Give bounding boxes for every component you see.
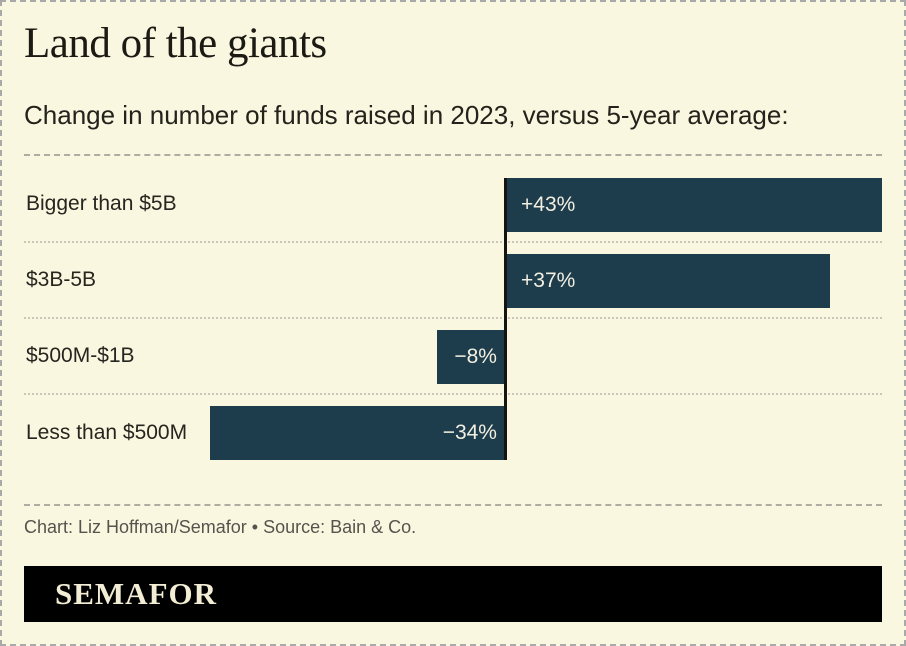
- zero-axis-line: [504, 178, 507, 460]
- category-label: $3B-5B: [26, 268, 97, 291]
- bar-value-label: −34%: [442, 421, 497, 444]
- category-label: Less than $500M: [26, 421, 188, 444]
- top-divider: [24, 154, 882, 156]
- chart-row: Bigger than $5B +43%: [24, 167, 882, 243]
- chart-row: Less than $500M −34%: [24, 395, 882, 471]
- category-label: $500M-$1B: [26, 344, 135, 367]
- semafor-logo: SEMAFOR: [55, 576, 217, 611]
- chart-row: $500M-$1B −8%: [24, 319, 882, 395]
- chart-row: $3B-5B +37%: [24, 243, 882, 319]
- chart-title: Land of the giants: [24, 20, 327, 67]
- chart-subtitle: Change in number of funds raised in 2023…: [24, 100, 789, 130]
- bar-value-label: −8%: [454, 345, 497, 368]
- bar-segment: +43%: [507, 178, 882, 232]
- bottom-divider: [24, 504, 882, 506]
- bar-segment: −8%: [437, 330, 507, 384]
- bar-value-label: +37%: [521, 269, 576, 292]
- category-label: Bigger than $5B: [26, 192, 177, 215]
- bar-value-label: +43%: [521, 193, 576, 216]
- credits-line: Chart: Liz Hoffman/Semafor • Source: Bai…: [24, 517, 417, 537]
- bar-segment: −34%: [210, 406, 507, 460]
- semafor-logo-bar: SEMAFOR: [24, 566, 882, 622]
- bar-segment: +37%: [507, 254, 830, 308]
- bar-chart: Bigger than $5B +43% $3B-5B +37% $500M-$…: [24, 167, 882, 471]
